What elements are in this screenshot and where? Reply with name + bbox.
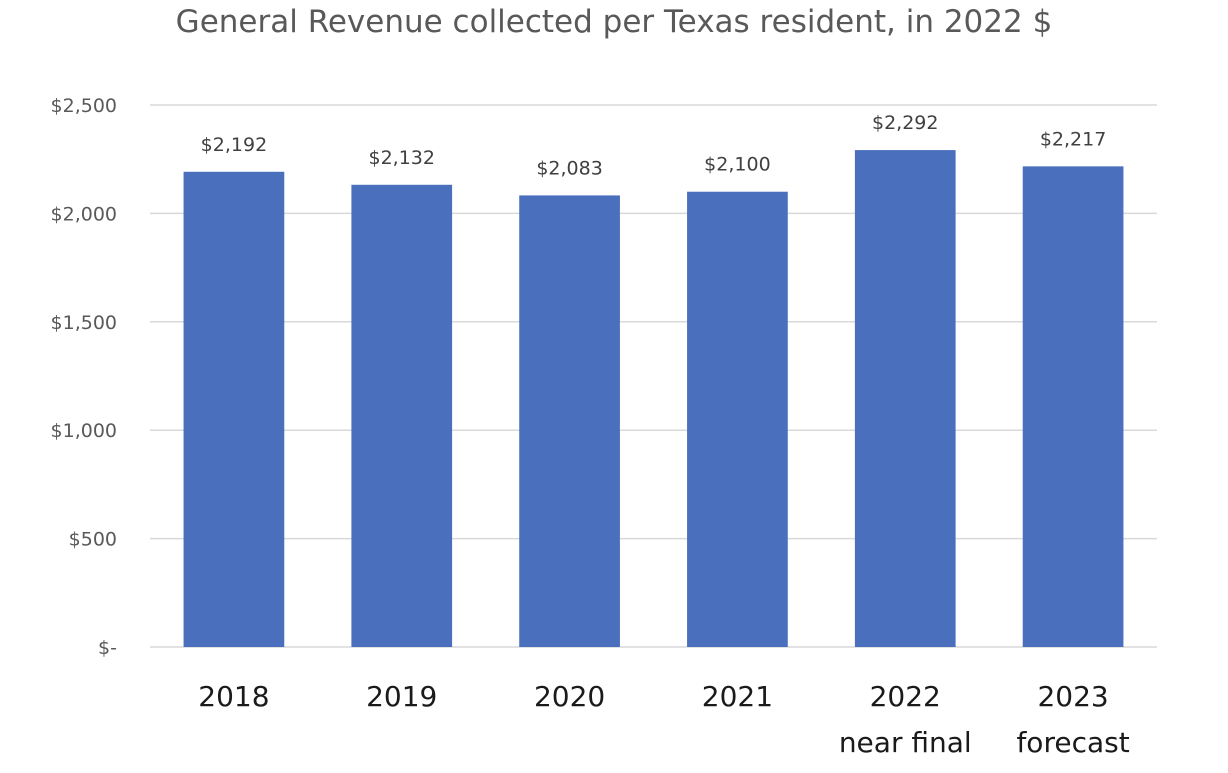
bar xyxy=(687,191,788,647)
y-tick-label: $- xyxy=(98,637,117,659)
data-label: $2,192 xyxy=(201,134,267,156)
y-tick-label: $2,000 xyxy=(51,203,117,225)
x-tick-label: 2019 xyxy=(366,680,437,713)
x-tick-label: 2018 xyxy=(198,680,269,713)
data-label: $2,100 xyxy=(704,154,770,176)
gridlines xyxy=(150,104,1157,648)
chart-title: General Revenue collected per Texas resi… xyxy=(175,4,1053,40)
x-tick-label: 2020 xyxy=(534,680,605,713)
y-axis-tick-labels: $- $500 $1,000 $1,500 $2,000 $2,500 xyxy=(51,95,117,659)
bar xyxy=(351,184,453,647)
x-tick-label: forecast xyxy=(1016,726,1129,759)
y-tick-label: $1,500 xyxy=(51,312,117,334)
bars xyxy=(183,150,1124,648)
data-label: $2,217 xyxy=(1040,128,1106,150)
x-tick-label: 2023 xyxy=(1037,680,1108,713)
bar xyxy=(854,150,956,647)
data-labels: $2,192 $2,132 $2,083 $2,100 $2,292 $2,217 xyxy=(201,112,1107,179)
bar xyxy=(519,195,620,648)
bar xyxy=(183,171,285,647)
y-tick-label: $2,500 xyxy=(51,95,117,117)
x-axis-tick-labels: 2018 2019 2020 2021 2022 near final 2023 foreca… xyxy=(198,680,1129,759)
data-label: $2,132 xyxy=(369,147,435,169)
data-label: $2,292 xyxy=(872,112,938,134)
y-tick-label: $500 xyxy=(69,529,117,551)
y-tick-label: $1,000 xyxy=(51,420,117,442)
x-tick-label: 2022 xyxy=(870,680,941,713)
bar xyxy=(1022,166,1124,647)
data-label: $2,083 xyxy=(536,157,602,179)
x-tick-label: 2021 xyxy=(702,680,773,713)
x-tick-label: near final xyxy=(839,726,972,759)
